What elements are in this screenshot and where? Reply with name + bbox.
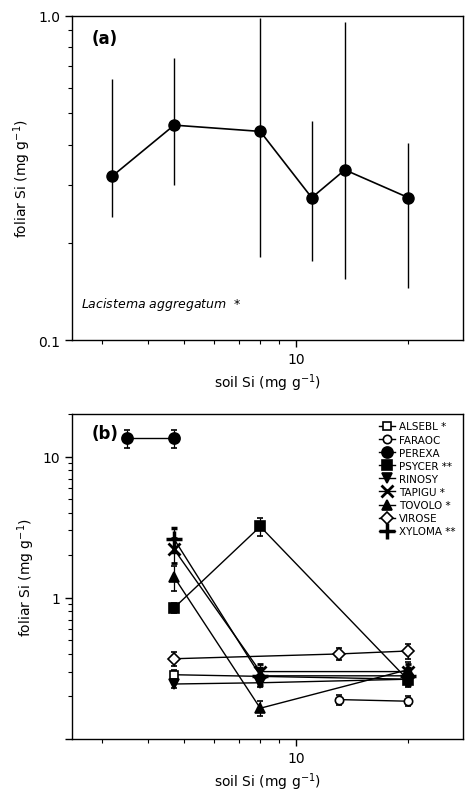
Y-axis label: foliar Si (mg g$^{-1}$): foliar Si (mg g$^{-1}$) xyxy=(16,517,37,636)
Y-axis label: foliar Si (mg g$^{-1}$): foliar Si (mg g$^{-1}$) xyxy=(11,120,33,238)
Text: (a): (a) xyxy=(91,30,118,47)
Legend: ALSEBL *, FARAOC, PEREXA, PSYCER **, RINOSY, TAPIGU *, TOVOLO *, VIROSE, XYLOMA : ALSEBL *, FARAOC, PEREXA, PSYCER **, RIN… xyxy=(377,420,458,539)
Text: (b): (b) xyxy=(91,424,118,442)
Text: $\it{Lacistema\ aggregatum}$  *: $\it{Lacistema\ aggregatum}$ * xyxy=(82,296,242,313)
X-axis label: soil Si (mg g$^{-1}$): soil Si (mg g$^{-1}$) xyxy=(214,770,321,792)
X-axis label: soil Si (mg g$^{-1}$): soil Si (mg g$^{-1}$) xyxy=(214,373,321,393)
